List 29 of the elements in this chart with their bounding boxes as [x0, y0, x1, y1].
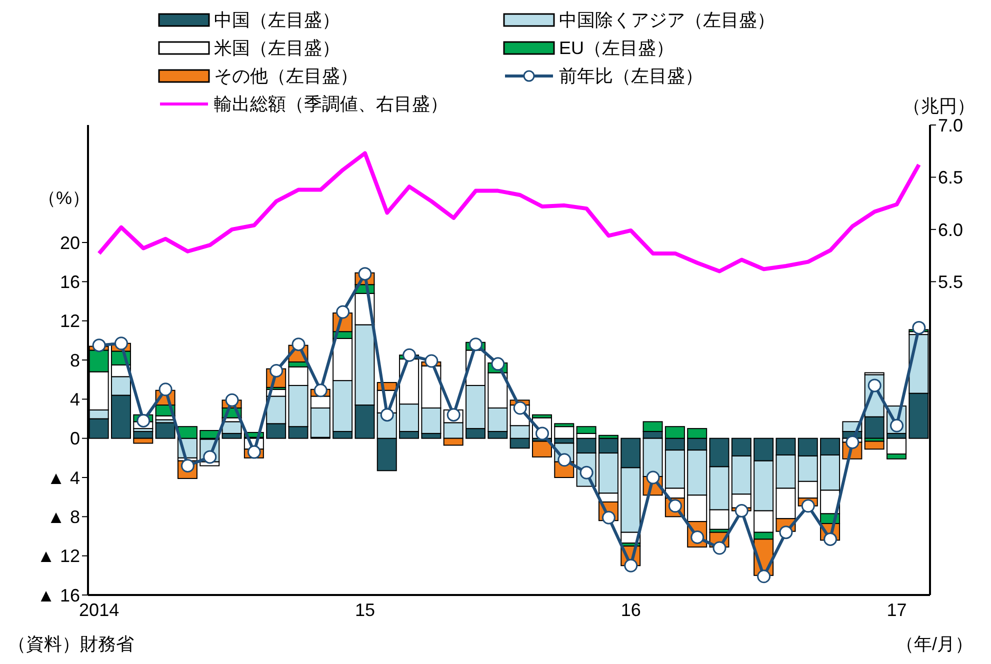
y-tick-label: 0	[70, 428, 80, 449]
y-tick-label: ▲ 16	[37, 585, 80, 606]
legend-label: その他（左目盛）	[214, 65, 358, 88]
y-tick-label: 16	[60, 272, 80, 292]
text: （資料）財務省	[8, 633, 134, 656]
legend-label: 中国除くアジア（左目盛）	[559, 9, 775, 32]
y-tick-label: 20	[60, 232, 80, 253]
y-tick-label: ▲ 12	[37, 546, 80, 566]
x-axis-title: （年/月）	[896, 633, 974, 656]
legend-label: 前年比（左目盛）	[559, 65, 703, 88]
legend-label: 米国（左目盛）	[214, 37, 340, 60]
legend-label: EU（左目盛）	[559, 37, 674, 60]
y2-tick-label: 5.5	[938, 272, 964, 292]
y-tick-label: ▲ 8	[47, 507, 80, 528]
y2-tick-label: 6.5	[938, 168, 964, 188]
y-tick-label: 12	[60, 311, 80, 332]
y-tick-label: 4	[70, 390, 80, 410]
legend-label: 中国（左目盛）	[214, 9, 340, 32]
y-axis-title: （%）	[38, 187, 90, 210]
y2-tick-label: 7.0	[938, 115, 964, 136]
y2-tick-label: 6.0	[938, 220, 964, 240]
x-tick-label: 17	[886, 600, 907, 620]
y-tick-label: ▲ 4	[47, 468, 80, 488]
x-tick-label: 2014	[79, 600, 120, 620]
y-tick-label: 8	[70, 350, 80, 370]
x-tick-label: 15	[354, 600, 375, 620]
x-tick-label: 16	[620, 600, 641, 620]
y2-axis-title: （兆円）	[903, 95, 975, 118]
legend-label: 輸出総額（季調値、右目盛）	[214, 93, 448, 116]
